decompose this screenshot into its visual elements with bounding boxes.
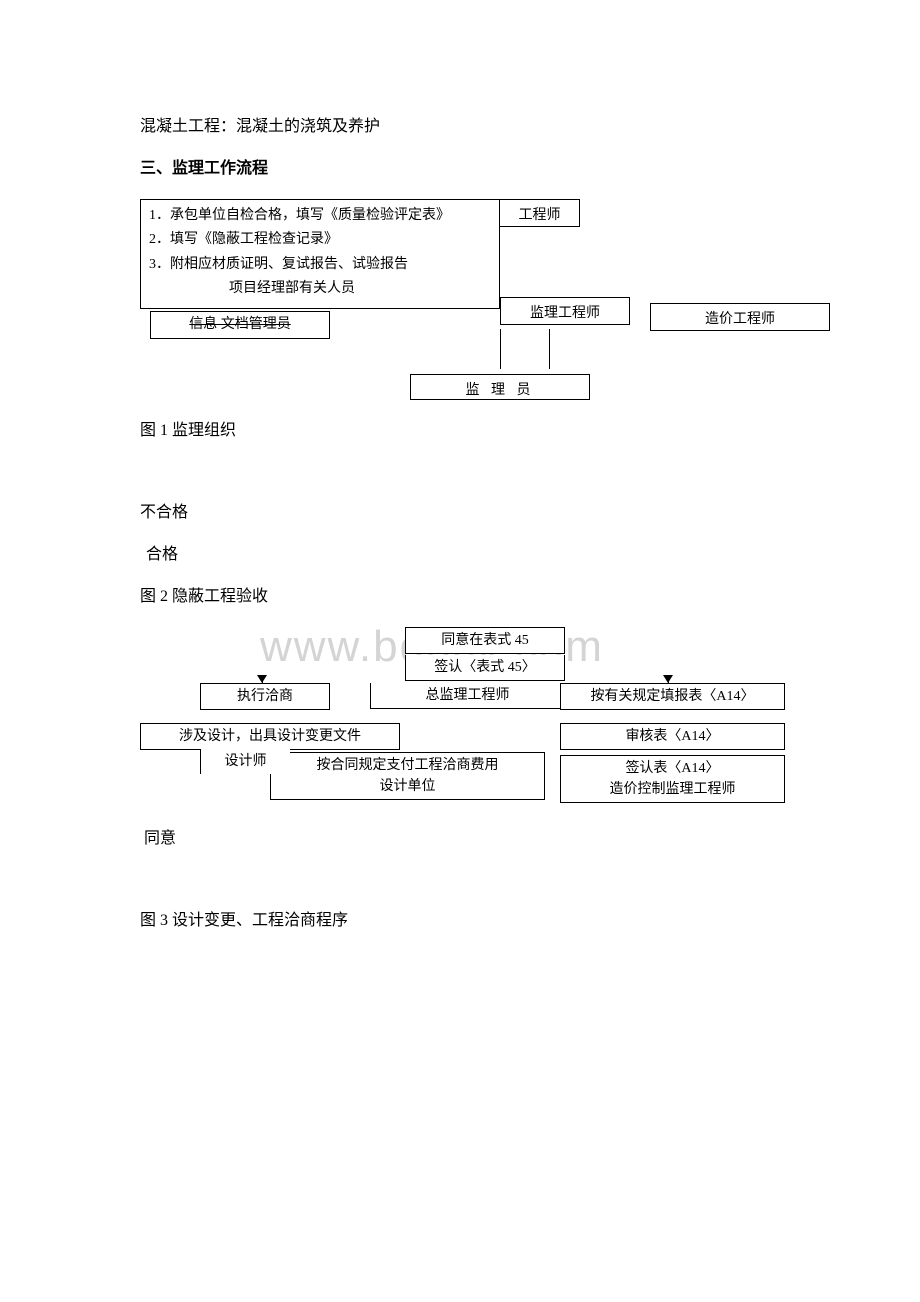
intro-text: 混凝土工程：混凝土的浇筑及养护 (140, 115, 780, 139)
diagram-1: 1．承包单位自检合格，填写《质量检验评定表》 2．填写《隐蔽工程检查记录》 3．… (140, 199, 780, 419)
payment-line1: 按合同规定支付工程洽商费用 (277, 755, 538, 776)
right4-line: 造价控制监理工程师 (567, 779, 778, 800)
box-engineer-1: 工程师 (500, 199, 580, 227)
box-confirm-a14: 签认表〈A14〉 造价控制监理工程师 (560, 755, 785, 803)
box-supervision-engineer: 监理工程师 (500, 297, 630, 325)
box-info-manager: 信息 文档管理员 (150, 311, 330, 339)
box-sign-form: 签认〈表式 45〉 (405, 655, 565, 681)
box-report-a14: 按有关规定填报表〈A14〉 (560, 683, 785, 710)
pass-label: 合格 (140, 543, 780, 567)
bridge-lines (500, 329, 550, 369)
req-3: 3．附相应材质证明、复试报告、试验报告 (149, 254, 491, 276)
agree-label: 同意 (140, 827, 780, 851)
box-agree-form: 同意在表式 45 (405, 627, 565, 654)
payment-line2: 设计单位 (277, 776, 538, 797)
box-design-change: 涉及设计，出具设计变更文件 (140, 723, 400, 750)
box-audit-a14: 审核表〈A14〉 (560, 723, 785, 750)
arrow-right1 (663, 675, 673, 683)
caption-1: 图 1 监理组织 (140, 419, 780, 443)
box-chief-engineer: 总监理工程师 (370, 683, 565, 709)
right3-line: 签认表〈A14〉 (567, 758, 778, 779)
box-exec: 执行洽商 (200, 683, 330, 710)
box-supervisor: 监 理 员 (410, 374, 590, 400)
req-2: 2．填写《隐蔽工程检查记录》 (149, 229, 491, 251)
box-cost-engineer: 造价工程师 (650, 303, 830, 331)
box-requirements: 1．承包单位自检合格，填写《质量检验评定表》 2．填写《隐蔽工程检查记录》 3．… (140, 199, 500, 309)
section-title: 三、监理工作流程 (140, 157, 780, 181)
box-designer: 设计师 (200, 749, 290, 774)
info-text: 信息 文档管理员 (189, 314, 291, 336)
arrow-exec (257, 675, 267, 683)
req-1: 1．承包单位自检合格，填写《质量检验评定表》 (149, 205, 491, 227)
box-payment: 按合同规定支付工程洽商费用 设计单位 (270, 752, 545, 800)
fail-label: 不合格 (140, 501, 780, 525)
req-4: 项目经理部有关人员 (149, 278, 491, 300)
caption-3: 图 3 设计变更、工程洽商程序 (140, 909, 780, 933)
diagram-2: www.bdocx.com 同意在表式 45 签认〈表式 45〉 总监理工程师 … (140, 627, 780, 827)
caption-2: 图 2 隐蔽工程验收 (140, 585, 780, 609)
